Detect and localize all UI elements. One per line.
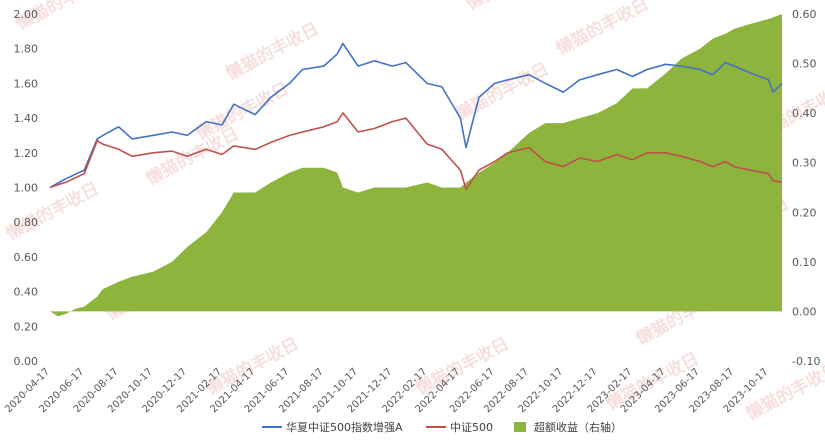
watermark-text: 懒猫的丰收日 bbox=[222, 18, 322, 84]
left-tick-label: 1.00 bbox=[14, 182, 39, 195]
csi500-line bbox=[49, 112, 783, 190]
left-tick-label: 0.00 bbox=[14, 355, 39, 368]
left-tick-label: 1.60 bbox=[14, 77, 39, 90]
legend-label: 超额收益（右轴） bbox=[534, 420, 622, 434]
left-tick-label: 1.40 bbox=[14, 112, 39, 125]
right-tick-label: 0.10 bbox=[792, 256, 817, 269]
left-axis: 0.00 0.20 0.40 0.60 0.80 1.00 1.20 1.40 1.60 1.80… bbox=[14, 8, 39, 368]
left-tick-label: 0.60 bbox=[14, 251, 39, 264]
right-tick-label: -0.10 bbox=[792, 355, 820, 368]
fund-nav-line bbox=[49, 42, 783, 189]
excess-return-area bbox=[50, 14, 782, 317]
watermark-text: 懒猫的丰收日 bbox=[452, 58, 552, 124]
right-axis: -0.10 0.00 0.10 0.20 0.30 0.40 0.50 0.60 bbox=[792, 8, 820, 368]
right-tick-label: 0.50 bbox=[792, 58, 817, 71]
line-series-layer bbox=[49, 42, 783, 190]
left-tick-label: 1.80 bbox=[14, 43, 39, 56]
legend-label: 华夏中证500指数增强A bbox=[286, 420, 403, 434]
right-tick-label: 0.40 bbox=[792, 107, 817, 120]
left-tick-label: 2.00 bbox=[14, 8, 39, 21]
right-tick-label: 0.20 bbox=[792, 206, 817, 219]
watermark-text: 懒猫的丰收日 bbox=[142, 123, 242, 189]
legend-swatch bbox=[514, 422, 526, 432]
watermark-text: 懒猫的丰收日 bbox=[192, 78, 292, 144]
excess-return-area-layer bbox=[50, 14, 782, 317]
legend-label: 中证500 bbox=[450, 421, 493, 434]
right-tick-label: 0.30 bbox=[792, 157, 817, 170]
watermark-text: 懒猫的丰收日 bbox=[552, 0, 652, 59]
right-tick-label: 0.00 bbox=[792, 305, 817, 318]
watermark-text: 懒猫的丰收日 bbox=[412, 333, 512, 399]
left-tick-label: 0.80 bbox=[14, 216, 39, 229]
watermark-text: 懒猫的丰收日 bbox=[202, 333, 302, 399]
legend: 华夏中证500指数增强A 中证500 超额收益（右轴） bbox=[262, 420, 622, 434]
left-tick-label: 0.20 bbox=[14, 320, 39, 333]
watermark-text: 懒猫的丰收日 bbox=[462, 0, 562, 14]
right-tick-label: 0.60 bbox=[792, 8, 817, 21]
left-tick-label: 0.40 bbox=[14, 286, 39, 299]
left-tick-label: 1.20 bbox=[14, 147, 39, 160]
